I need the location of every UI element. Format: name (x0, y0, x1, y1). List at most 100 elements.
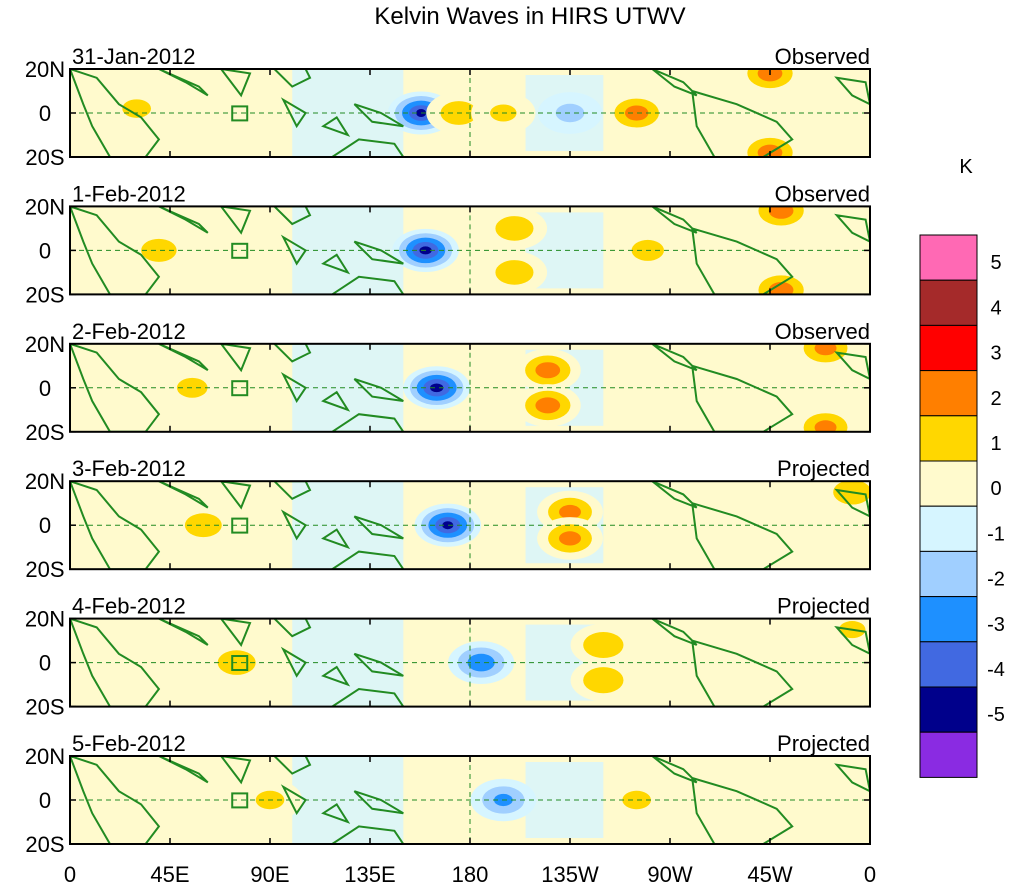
anomaly-center (537, 517, 603, 560)
contour-fill (622, 790, 651, 810)
colorbar-swatch (919, 415, 978, 462)
coastline (70, 69, 870, 157)
colorbar-label: 0 (990, 478, 1001, 500)
panel-status: Observed (775, 181, 870, 206)
colorbar-label: 1 (990, 433, 1001, 455)
x-tick-label: 45W (747, 862, 792, 887)
coastline (70, 343, 870, 432)
map-panel-3: 20N 0 20S 2-Feb-2012 Observed (25, 319, 871, 445)
contour-fill (141, 238, 177, 262)
colorbar-units: K (959, 156, 973, 178)
x-tick-label: 90W (647, 862, 692, 887)
colorbar-swatch (919, 234, 978, 281)
y-tick-label: 20S (25, 282, 64, 307)
x-tick-label: 0 (864, 862, 876, 887)
anomaly-center (126, 229, 192, 272)
colorbar-swatch (919, 324, 978, 372)
anomaly-center (514, 384, 581, 427)
colorbar-swatch (919, 596, 978, 643)
colorbar-label: -1 (987, 523, 1005, 545)
panel-date: 2-Feb-2012 (72, 319, 186, 344)
weak-anomaly-band (525, 762, 604, 838)
contour-fill (495, 216, 534, 241)
y-tick-label: 20S (25, 420, 64, 445)
contour-fill (583, 631, 624, 659)
panel-status: Projected (777, 456, 870, 481)
colorbar-swatch (919, 460, 978, 507)
contour-fill (495, 260, 534, 285)
anomaly-center (170, 504, 236, 547)
y-tick-label: 20N (25, 194, 65, 219)
map-panel-6: 20N 0 20S 5-Feb-2012 Projected (25, 731, 871, 857)
coastline (70, 206, 870, 295)
anomaly-center (737, 131, 803, 157)
y-tick-label: 0 (39, 376, 51, 401)
colorbar: K 5 4 3 2 1 0 -1 -2 -3 -4 -5 (919, 156, 1005, 778)
colorbar-label: -3 (987, 614, 1005, 636)
colorbar-swatch (919, 731, 978, 778)
x-tick-label: 0 (64, 862, 76, 887)
map-panel-5: 20N 0 20S 4-Feb-2012 Projected (25, 594, 871, 720)
map-panel-4: 20N 0 20S 3-Feb-2012 Projected (25, 456, 871, 582)
y-tick-label: 0 (39, 651, 51, 676)
map-panel-2: 20N 0 20S 1-Feb-2012 Observed (25, 181, 871, 307)
anomaly-center (448, 641, 515, 684)
anomaly-center (570, 659, 637, 702)
contour-fill (184, 513, 222, 538)
anomaly-field (159, 343, 859, 432)
anomaly-center (159, 366, 225, 409)
panel-date: 4-Feb-2012 (72, 594, 186, 619)
anomaly-center (514, 348, 581, 392)
colorbar-label: 3 (990, 343, 1001, 365)
y-tick-label: 0 (39, 788, 51, 813)
panel-date: 5-Feb-2012 (72, 731, 186, 756)
anomaly-center (570, 623, 637, 667)
y-tick-label: 20N (25, 332, 65, 357)
colorbar-swatch (919, 370, 978, 417)
coastline (70, 756, 870, 844)
y-tick-label: 20N (25, 744, 65, 769)
contour-fill (757, 69, 783, 82)
colorbar-swatch (919, 641, 978, 688)
colorbar-label: -2 (987, 569, 1005, 591)
colorbar-label: -4 (987, 659, 1005, 681)
contour-fill (559, 531, 581, 546)
colorbar-swatch (919, 686, 978, 733)
panel-date: 1-Feb-2012 (72, 181, 186, 206)
panel-date: 31-Jan-2012 (72, 44, 196, 69)
y-tick-label: 20S (25, 832, 64, 857)
contour-fill (768, 206, 794, 219)
contour-fill (442, 521, 454, 530)
panel-status: Observed (775, 44, 870, 69)
y-tick-label: 20S (25, 145, 64, 170)
x-tick-label: 135E (344, 862, 395, 887)
x-tick-label: 180 (452, 862, 489, 887)
colorbar-label: -5 (987, 704, 1005, 726)
contour-fill (814, 343, 837, 356)
anomaly-center (748, 268, 815, 295)
anomaly-center (792, 343, 859, 370)
anomaly-center (481, 251, 548, 294)
anomaly-center (603, 91, 670, 135)
anomaly-center (104, 87, 169, 130)
panel-status: Observed (775, 319, 870, 344)
y-tick-label: 20S (25, 695, 64, 720)
colorbar-label: 2 (990, 388, 1001, 410)
map-panel-1: 20N 0 20S 31-Jan-2012 Observed (25, 44, 871, 170)
contour-fill (176, 377, 208, 398)
contour-fill (814, 420, 837, 432)
y-tick-label: 0 (39, 238, 51, 263)
coastline (70, 481, 870, 570)
x-tick-label: 135W (541, 862, 599, 887)
contour-fill (768, 282, 794, 295)
contour-fill (535, 397, 561, 414)
contour-fill (83, 779, 146, 821)
panel-date: 3-Feb-2012 (72, 456, 186, 481)
contour-fill (535, 362, 561, 379)
x-tick-label: 90E (250, 862, 289, 887)
anomaly-center (414, 503, 482, 547)
colorbar-label: 5 (990, 252, 1001, 274)
anomaly-center (604, 779, 669, 821)
y-tick-label: 20S (25, 557, 64, 582)
y-tick-label: 20N (25, 57, 65, 82)
